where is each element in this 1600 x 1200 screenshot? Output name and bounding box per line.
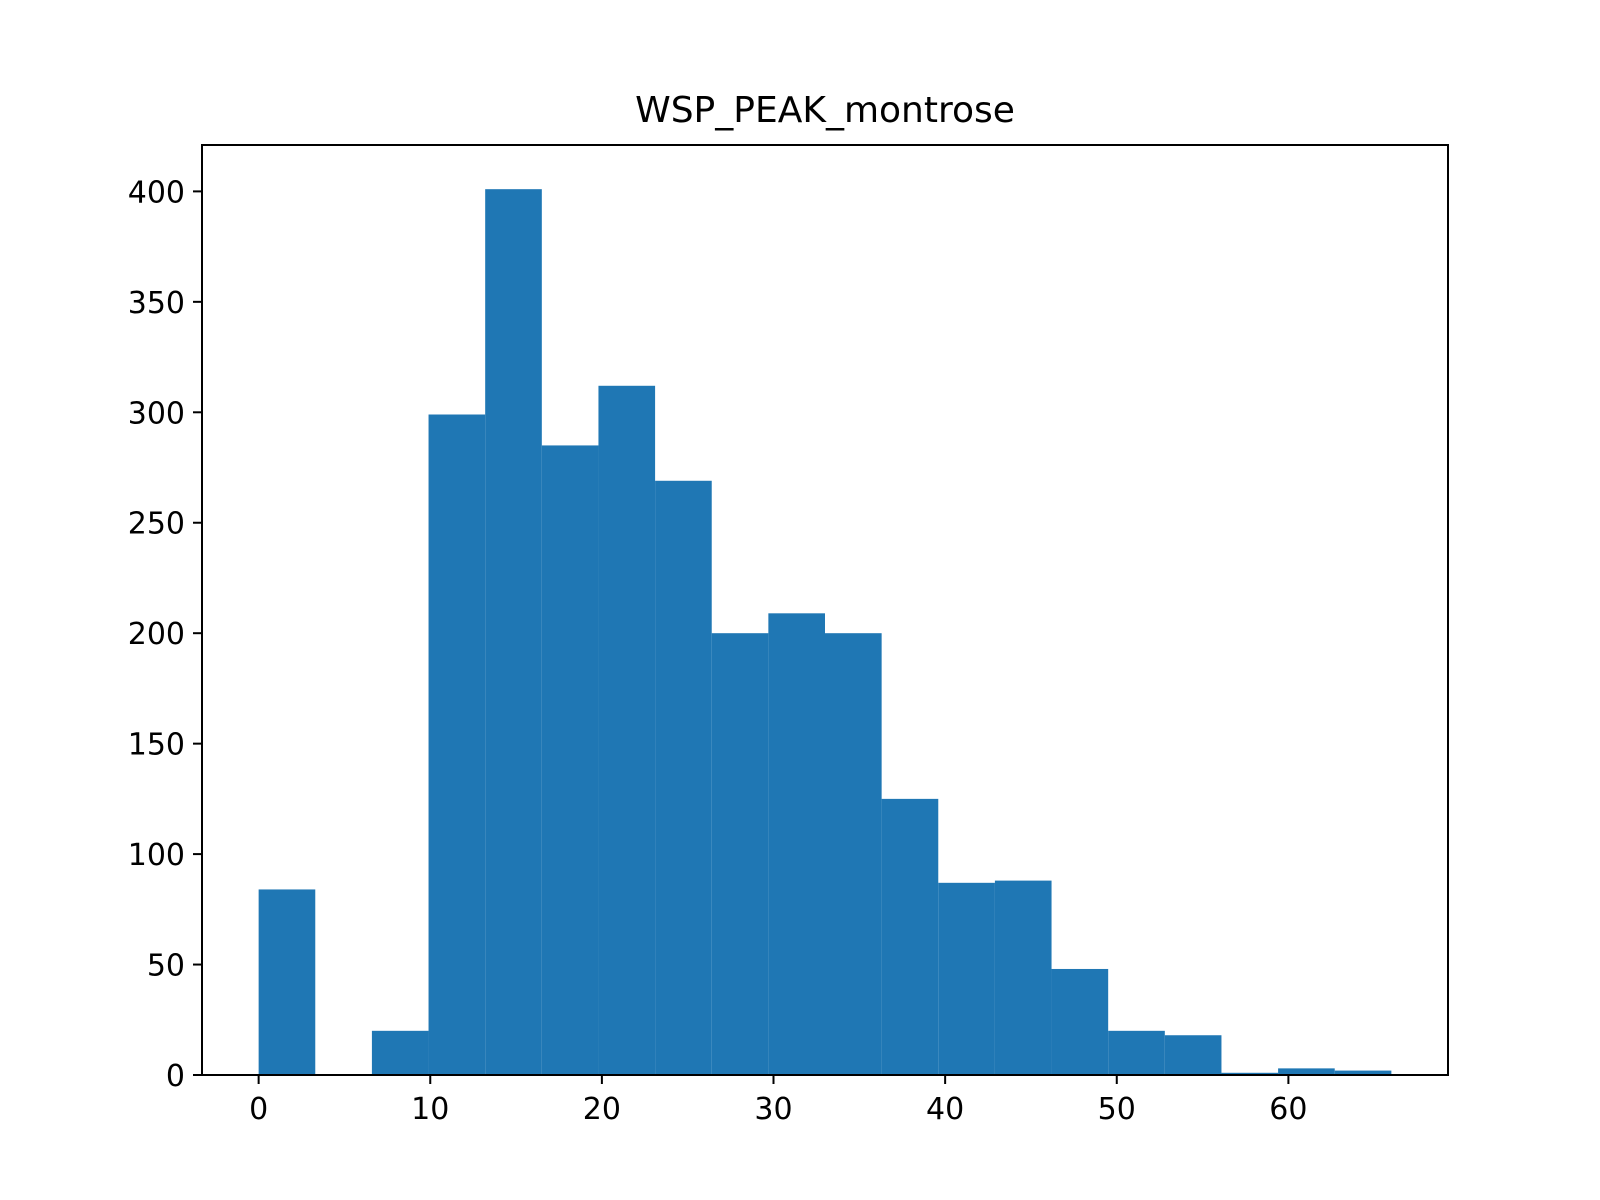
y-tick-label: 50 bbox=[147, 949, 185, 984]
histogram-bar-15 bbox=[1108, 1030, 1165, 1075]
y-tick-label: 0 bbox=[166, 1059, 185, 1094]
chart-title: WSP_PEAK_montrose bbox=[635, 90, 1015, 131]
histogram-bar-11 bbox=[881, 798, 939, 1075]
plot-frame bbox=[201, 144, 1449, 1076]
x-axis: 0 10 20 30 40 50 60 bbox=[249, 1075, 1307, 1127]
x-tick-label: 30 bbox=[754, 1092, 792, 1127]
histogram-bar-14 bbox=[1051, 968, 1109, 1075]
y-tick-label: 150 bbox=[128, 728, 185, 763]
y-tick-label: 250 bbox=[128, 507, 185, 542]
y-tick-label: 350 bbox=[128, 286, 185, 321]
histogram-bars bbox=[258, 189, 1392, 1076]
x-tick-label: 50 bbox=[1098, 1092, 1136, 1127]
y-tick-label: 300 bbox=[128, 396, 185, 431]
histogram-bar-9 bbox=[768, 613, 825, 1075]
x-tick-label: 10 bbox=[411, 1092, 449, 1127]
y-tick-label: 100 bbox=[128, 838, 185, 873]
histogram-bar-8 bbox=[711, 633, 769, 1075]
x-tick-label: 20 bbox=[583, 1092, 621, 1127]
histogram-bar-6 bbox=[598, 385, 656, 1076]
histogram-bar-16 bbox=[1164, 1035, 1222, 1075]
histogram-bar-19 bbox=[1334, 1070, 1392, 1075]
histogram-bar-0 bbox=[258, 889, 316, 1075]
histogram-bar-3 bbox=[428, 414, 486, 1075]
histogram-bar-10 bbox=[825, 633, 882, 1075]
x-tick-label: 40 bbox=[926, 1092, 964, 1127]
y-axis: 0 50 100 150 200 250 300 350 400 bbox=[128, 175, 202, 1094]
histogram-bar-12 bbox=[938, 882, 995, 1075]
histogram-bar-13 bbox=[994, 880, 1052, 1075]
histogram-bar-4 bbox=[485, 189, 542, 1075]
histogram-bar-7 bbox=[655, 480, 712, 1075]
histogram-bar-17 bbox=[1221, 1072, 1279, 1075]
x-tick-label: 60 bbox=[1269, 1092, 1307, 1127]
y-tick-label: 200 bbox=[128, 617, 185, 652]
histogram-bar-2 bbox=[371, 1030, 429, 1075]
histogram-bar-18 bbox=[1278, 1068, 1335, 1075]
x-tick-label: 0 bbox=[249, 1092, 268, 1127]
y-tick-label: 400 bbox=[128, 175, 185, 210]
histogram-bar-5 bbox=[541, 445, 599, 1075]
